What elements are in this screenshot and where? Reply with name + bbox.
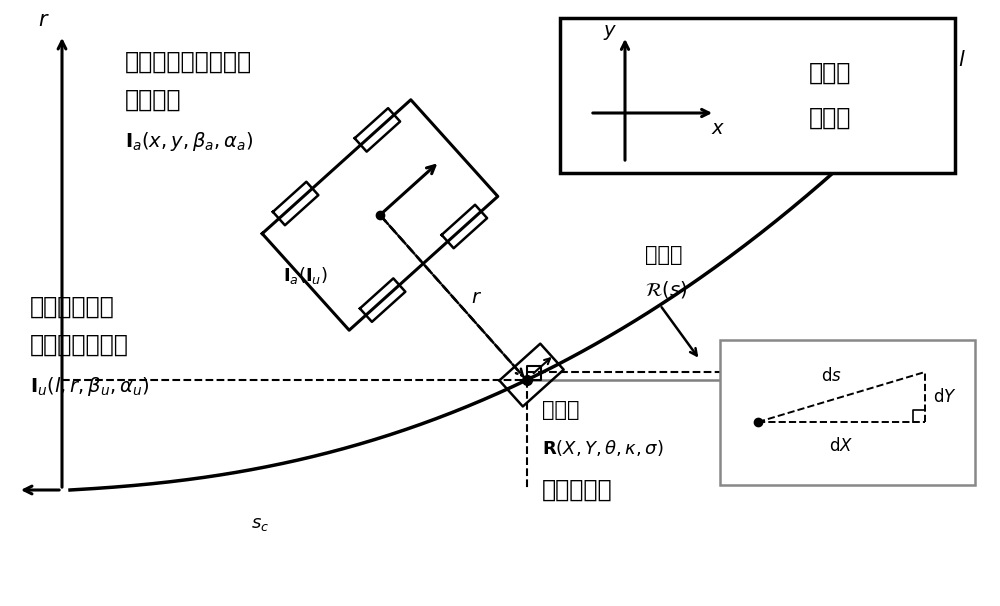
Text: 坐标系下的位姿: 坐标系下的位姿: [30, 333, 129, 357]
Text: $\mathcal{R}(s)$: $\mathcal{R}(s)$: [645, 279, 687, 301]
Text: $x$: $x$: [711, 119, 725, 138]
Text: 坐标架: 坐标架: [645, 245, 682, 265]
Text: d$X$: d$X$: [829, 437, 854, 455]
Text: 机器人在笛卡尔坐标: 机器人在笛卡尔坐标: [125, 50, 252, 74]
Text: 下的位姿: 下的位姿: [125, 88, 182, 112]
Text: $\mathbf{I}_{a}(\mathbf{I}_{u})$: $\mathbf{I}_{a}(\mathbf{I}_{u})$: [283, 265, 327, 286]
Text: 笛卡尔: 笛卡尔: [809, 61, 851, 85]
Text: $\mathbf{R}(X, Y, \theta, \kappa, \sigma)$: $\mathbf{R}(X, Y, \theta, \kappa, \sigma…: [542, 438, 663, 458]
Text: 坐标系: 坐标系: [809, 106, 851, 130]
Text: 对应点: 对应点: [542, 400, 579, 420]
FancyBboxPatch shape: [560, 18, 955, 173]
Text: $r$: $r$: [38, 10, 50, 30]
Text: $y$: $y$: [603, 24, 617, 42]
Text: 机器人在曲线: 机器人在曲线: [30, 295, 115, 319]
Text: $\mathbf{I}_{a}(x, y, \beta_{a}, \alpha_{a})$: $\mathbf{I}_{a}(x, y, \beta_{a}, \alpha_…: [125, 130, 253, 153]
FancyBboxPatch shape: [720, 340, 975, 485]
Text: $s_{c}$: $s_{c}$: [251, 515, 269, 533]
Text: $l$: $l$: [958, 50, 966, 70]
Text: 曲线坐标系: 曲线坐标系: [542, 478, 612, 502]
Text: $r$: $r$: [471, 288, 482, 307]
Text: d$Y$: d$Y$: [933, 388, 957, 406]
Text: $\mathbf{I}_{u}(l, r, \beta_{u}, \alpha_{u})$: $\mathbf{I}_{u}(l, r, \beta_{u}, \alpha_…: [30, 375, 149, 398]
Text: d$s$: d$s$: [821, 367, 842, 385]
